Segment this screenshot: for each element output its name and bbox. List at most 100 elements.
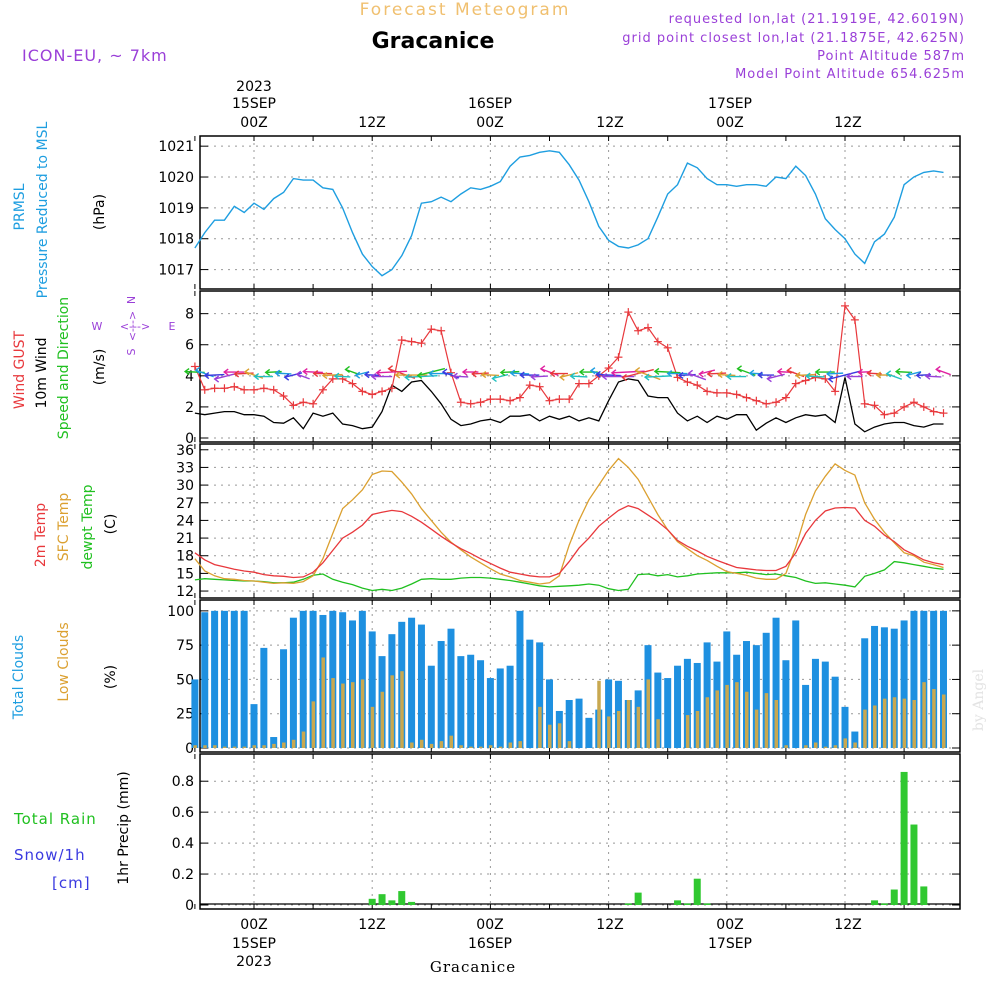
low-cloud-bar: [341, 683, 345, 748]
top-date-label: 16SEP: [468, 96, 512, 112]
wind-arrow-head: [491, 374, 497, 383]
dewpt-label: dewpt Temp: [80, 484, 96, 569]
y-tick-label: 0: [185, 898, 194, 914]
total-cloud-bar: [683, 658, 691, 748]
total-cloud-bar: [408, 617, 416, 748]
wind-arrow-head: [394, 371, 401, 379]
compass-w: W: [92, 320, 103, 333]
total-cloud-bar: [486, 678, 494, 748]
pressure-unit: (hPa): [92, 194, 108, 230]
total-cloud-bar: [467, 654, 475, 748]
wind-arrow-head: [194, 366, 201, 374]
low-cloud-bar: [705, 697, 710, 748]
low-cloud-bar: [272, 743, 276, 748]
total-cloud-bar: [368, 631, 376, 748]
wind-arrow: [806, 375, 825, 378]
y-tick-label: 1019: [158, 201, 194, 217]
total-cloud-bar: [339, 612, 347, 748]
total-cloud-bar: [762, 632, 770, 748]
wind-arrow-head: [452, 372, 458, 380]
wind-arrow-head: [857, 368, 863, 376]
total-cloud-bar: [496, 668, 504, 748]
total-cloud-bar: [831, 676, 839, 748]
wind-arrow-head: [589, 367, 596, 375]
wind-arrow-head: [875, 371, 882, 379]
wind-arrow-head: [530, 373, 536, 381]
low-cloud-bar: [242, 746, 247, 748]
wind-arrow-head: [283, 373, 290, 381]
y-tick-label: 0.2: [172, 867, 194, 883]
requested-coords: requested lon,lat (21.1919E, 42.6019N): [669, 12, 965, 27]
panel-frame: [199, 443, 961, 599]
wind-arrow: [688, 372, 707, 381]
bottom-hour-label: 00Z: [716, 917, 743, 933]
wind-arrow: [472, 372, 489, 375]
t2m-label: 2m Temp: [33, 503, 49, 567]
y-tick-label: 1018: [158, 232, 194, 248]
side-labels: PRMSL Pressure Reduced to MSL (hPa) Wind…: [11, 121, 176, 892]
bottom-date-label: 15SEP: [232, 936, 276, 952]
low-cloud-bar: [853, 742, 857, 748]
low-cloud-bar: [518, 741, 522, 748]
y-tick-label: 100: [167, 604, 194, 620]
wind-arrow-head: [776, 368, 783, 376]
wind-arrow: [925, 375, 942, 378]
watermark: by Angel: [971, 668, 987, 731]
total-cloud-bar: [417, 624, 425, 748]
wind-arrow: [540, 368, 559, 376]
wind-arrow: [718, 373, 736, 377]
wind-arrow-head: [601, 372, 608, 381]
wind-arrow-head: [610, 369, 617, 377]
wind-arrow-head: [653, 367, 660, 375]
wind-arrow: [906, 371, 922, 377]
wind-arrow-head: [416, 371, 423, 380]
panel-frame: [199, 753, 961, 910]
total-cloud-bar: [526, 639, 534, 748]
snow-unit: [cm]: [52, 874, 91, 892]
precip-bar: [674, 900, 682, 905]
wind-arrow: [214, 373, 235, 380]
wind-arrow-head: [766, 375, 772, 383]
low-cloud-bar: [222, 746, 227, 748]
wind-arrow-head: [461, 368, 468, 376]
wind-arrow-head: [698, 370, 704, 378]
wind-dir-label: Speed and Direction: [56, 297, 72, 439]
wind-arrow-head: [634, 366, 641, 375]
wind-arrow-head: [549, 369, 556, 378]
total-cloud-bar: [546, 679, 553, 748]
total-cloud-bar: [821, 661, 829, 748]
wind-arrow: [334, 375, 351, 378]
pressure-label-2: Pressure Reduced to MSL: [35, 121, 51, 298]
low-cloud-bar: [843, 738, 847, 748]
low-cloud-bar: [262, 745, 266, 748]
cloud-unit: (%): [103, 665, 119, 689]
total-cloud-bar: [900, 620, 908, 748]
bottom-hour-label: 12Z: [358, 917, 385, 933]
wind-arrow-head: [509, 369, 516, 377]
wind-arrow: [654, 370, 681, 374]
low-cloud-bar: [213, 745, 217, 748]
wind-arrow: [453, 375, 469, 378]
y-tick-label: 30: [176, 478, 194, 494]
wind-arrow-head: [643, 373, 650, 381]
total-cloud-bar: [880, 627, 888, 748]
low-cloud-bar: [410, 742, 414, 748]
wind-arrow-head: [321, 371, 328, 380]
precip-bar: [703, 903, 711, 905]
wind-arrow-head: [621, 373, 627, 382]
low-cloud-bar: [745, 691, 749, 748]
wind-arrow-head: [312, 369, 319, 378]
total-cloud-bar: [693, 662, 701, 748]
precip-bar: [871, 900, 879, 905]
low-cloud-bar: [567, 741, 572, 748]
low-cloud-bar: [488, 745, 493, 748]
wind10-label: 10m Wind: [34, 337, 50, 408]
low-cloud-bar: [282, 742, 286, 748]
total-cloud-bar: [703, 642, 711, 748]
wind-arrow: [322, 373, 343, 377]
total-cloud-bar: [506, 665, 514, 748]
compass-s: S: [125, 348, 138, 355]
total-cloud-bar: [772, 617, 780, 748]
pressure-label-1: PRMSL: [12, 183, 28, 230]
wind-arrow: [828, 370, 862, 380]
